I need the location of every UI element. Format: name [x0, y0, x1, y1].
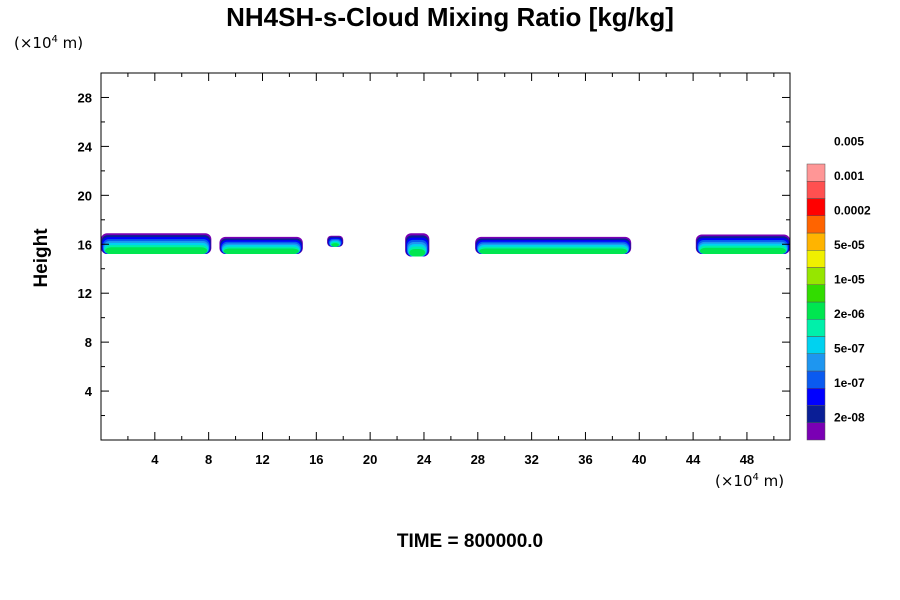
y-tick-label: 8	[85, 335, 92, 350]
colorbar-swatch	[806, 198, 826, 216]
colorbar-label: 0.001	[834, 169, 864, 183]
cloud-band	[105, 247, 208, 255]
x-unit-suffix: m)	[758, 472, 785, 490]
y-unit-suffix: m)	[57, 34, 84, 52]
y-tick-label: 4	[85, 384, 93, 399]
x-unit-prefix: (×10	[715, 472, 753, 490]
y-tick-label: 24	[78, 139, 93, 154]
colorbar: 2e-08 1e-07 5e-07 2e-06 1e-05 5e-05 0.0002 0.00…	[806, 135, 871, 441]
cloud-band	[331, 243, 340, 247]
x-tick-label: 32	[524, 452, 538, 467]
cloud-segment	[327, 235, 344, 247]
x-tick-label: 48	[740, 452, 754, 467]
x-tick-label: 36	[578, 452, 592, 467]
cloud-band	[223, 248, 299, 255]
colorbar-swatch	[806, 370, 826, 389]
cloud-band	[700, 247, 786, 255]
x-tick-label: 44	[686, 452, 701, 467]
colorbar-swatch	[806, 388, 826, 406]
x-axis-ticks: 4 8 12 16 20 24 28 32 36 40 44 48	[127, 73, 775, 467]
x-tick-label: 8	[205, 452, 212, 467]
x-unit-exponent: 4	[752, 472, 759, 483]
y-unit-exponent: 4	[51, 34, 58, 45]
colorbar-label: 2e-08	[834, 411, 865, 425]
colorbar-swatch	[806, 181, 826, 199]
cloud-segment	[405, 233, 430, 257]
colorbar-swatch	[806, 267, 826, 285]
y-unit-prefix: (×10	[14, 34, 52, 52]
cloud-segment	[475, 236, 632, 255]
colorbar-swatch	[806, 284, 826, 303]
colorbar-swatch	[806, 232, 826, 251]
colorbar-swatch	[806, 319, 826, 337]
cloud-segment	[695, 234, 790, 255]
y-tick-label: 28	[78, 90, 92, 105]
colorbar-swatch	[806, 250, 826, 268]
colorbar-label: 1e-05	[834, 273, 865, 287]
x-tick-label: 28	[471, 452, 485, 467]
y-axis-ticks: 4 8 12 16 20 24 28	[78, 90, 790, 417]
x-axis-unit: (×104 m)	[715, 472, 784, 490]
colorbar-label: 1e-07	[834, 376, 865, 390]
colorbar-label: 5e-07	[834, 342, 865, 356]
y-axis-unit: (×104 m)	[14, 34, 83, 52]
y-tick-label: 16	[78, 237, 92, 252]
colorbar-swatch	[806, 353, 826, 372]
plot-frame	[100, 72, 791, 441]
cloud-segment	[101, 233, 212, 255]
x-tick-label: 20	[363, 452, 377, 467]
x-tick-label: 40	[632, 452, 646, 467]
x-tick-label: 12	[255, 452, 269, 467]
y-tick-label: 12	[78, 286, 92, 301]
cloud-segment	[219, 236, 303, 255]
chart-title: NH4SH-s-Cloud Mixing Ratio [kg/kg]	[226, 2, 674, 32]
colorbar-swatch	[806, 405, 826, 423]
colorbar-label: 5e-05	[834, 238, 865, 252]
cloud-band	[409, 248, 426, 257]
x-tick-label: 16	[309, 452, 323, 467]
colorbar-swatch	[806, 301, 826, 320]
colorbar-label: 2e-06	[834, 307, 865, 321]
x-tick-label: 24	[417, 452, 432, 467]
time-label: TIME = 800000.0	[396, 531, 544, 552]
colorbar-swatch	[806, 215, 826, 234]
cloud-band	[479, 248, 628, 255]
colorbar-swatch	[806, 163, 826, 182]
y-tick-label: 20	[78, 188, 92, 203]
colorbar-swatch	[806, 422, 826, 441]
colorbar-label: 0.005	[834, 135, 864, 149]
colorbar-label: 0.0002	[834, 204, 871, 218]
cloud-layer	[101, 233, 790, 257]
x-tick-label: 4	[151, 452, 159, 467]
colorbar-swatch	[806, 336, 826, 354]
